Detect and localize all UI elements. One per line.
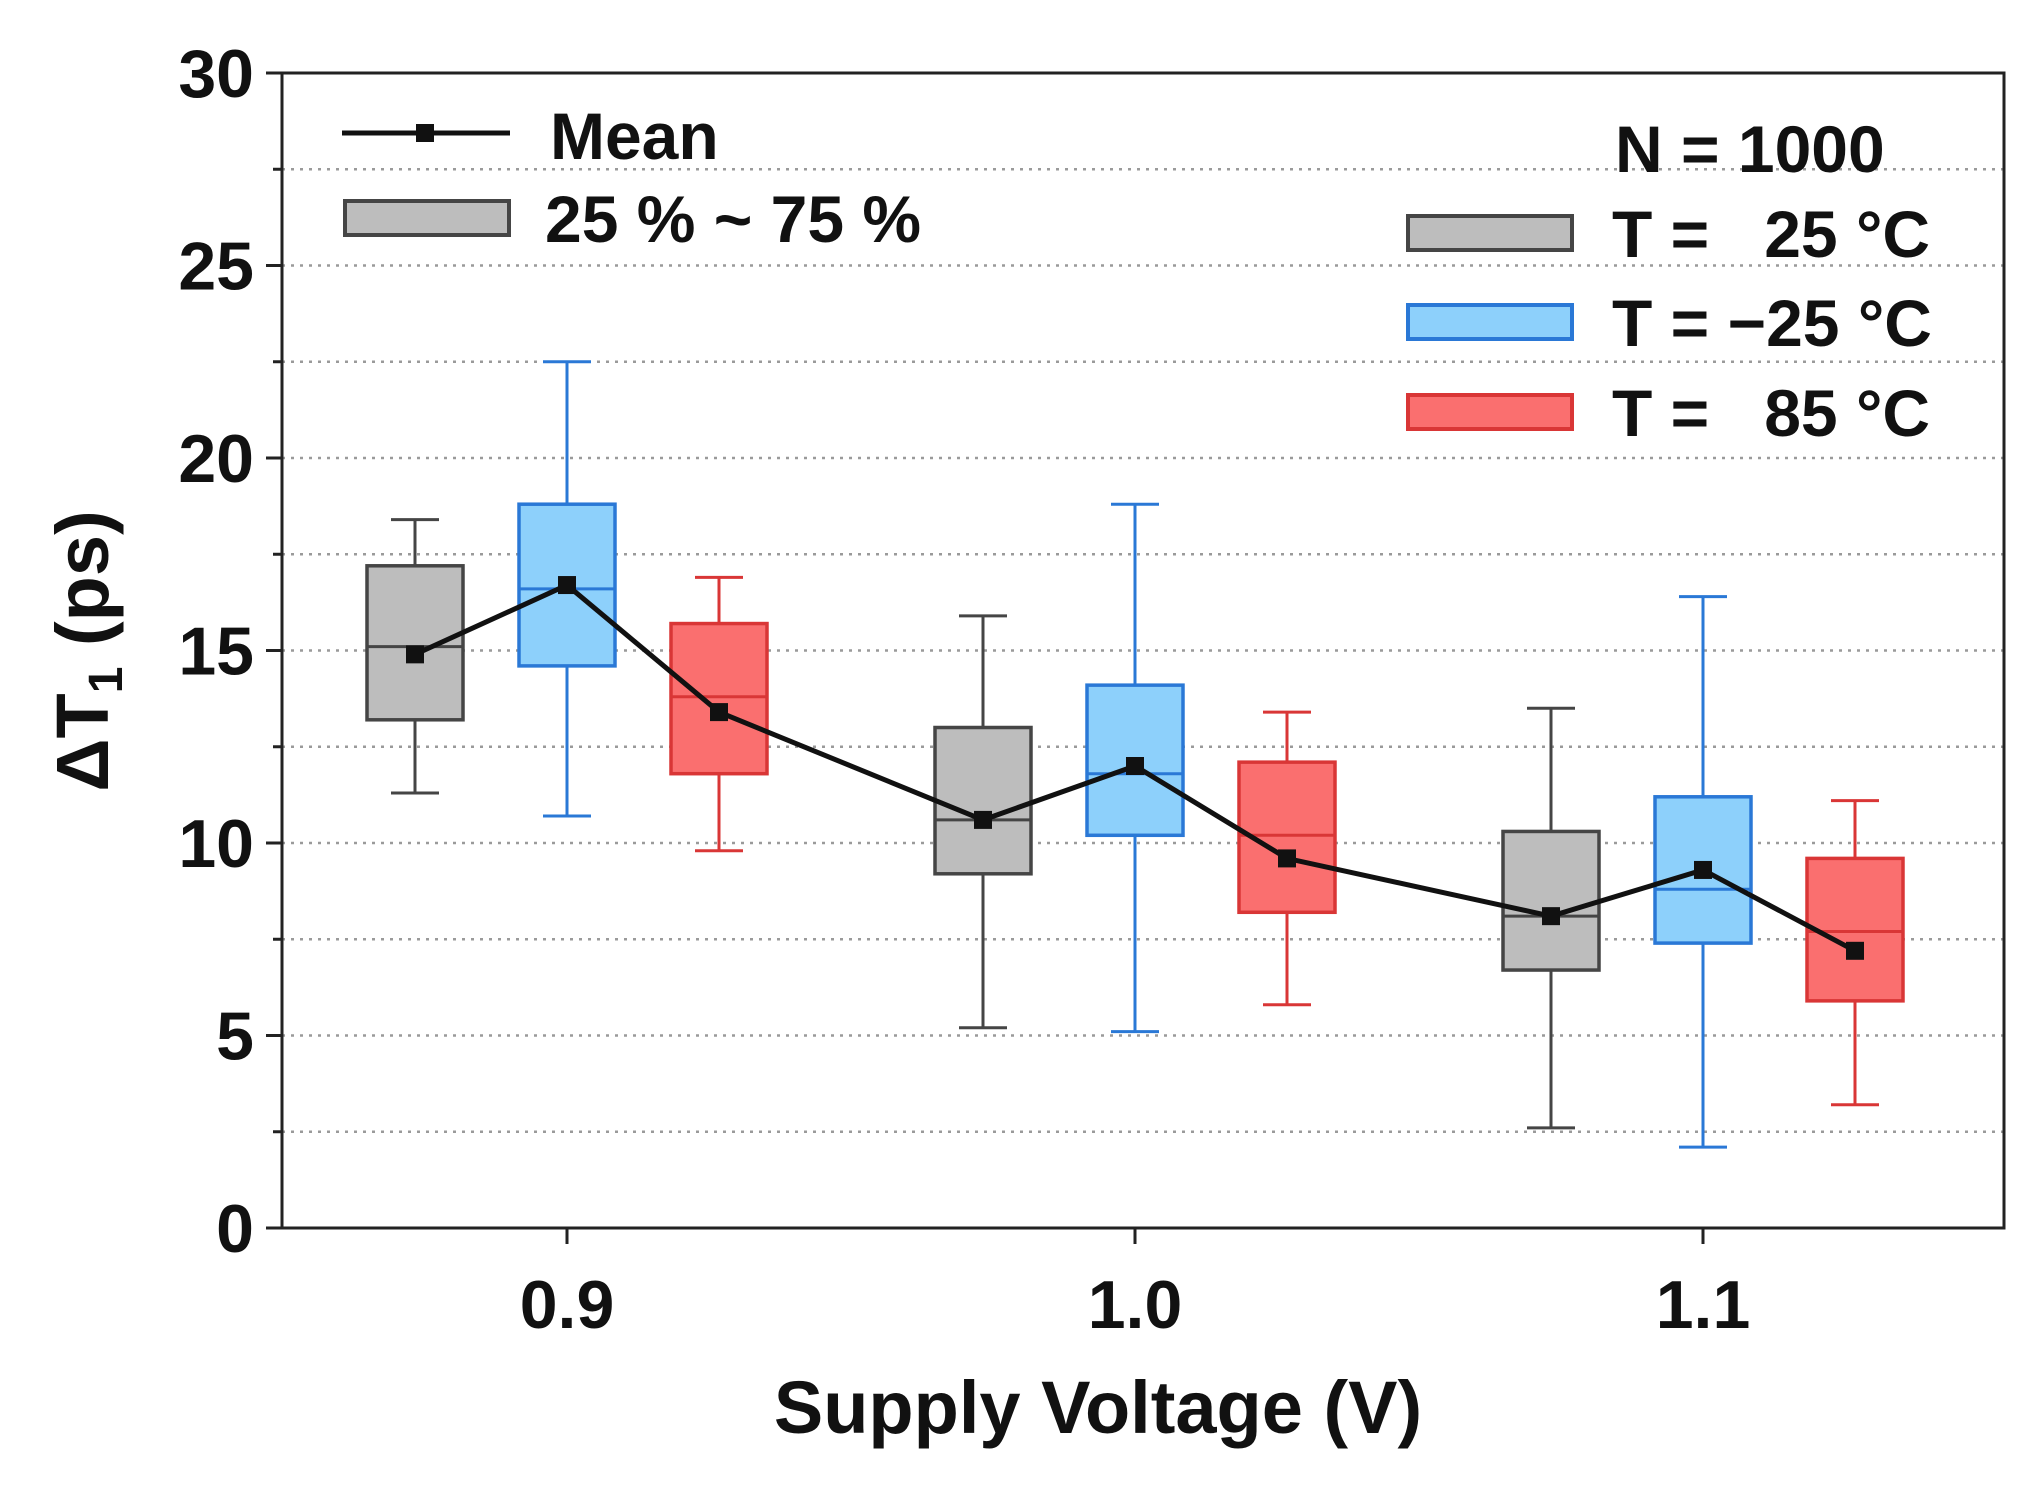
y-tick-label: 20 <box>178 421 254 497</box>
legend-series-swatch <box>1406 303 1574 341</box>
legend-series-label: T = 25 °C <box>1612 197 1930 271</box>
y-axis-title-unit: (ps) <box>41 510 124 666</box>
legend-series-swatch <box>1406 393 1574 431</box>
iqr-box <box>1501 829 1601 972</box>
x-tick-label: 1.0 <box>1088 1267 1183 1343</box>
sample-count-label: N = 1000 <box>1615 112 1885 186</box>
legend-series-label: T = −25 °C <box>1612 286 1932 360</box>
iqr-box <box>365 564 465 722</box>
mean-marker <box>710 703 728 722</box>
mean-marker <box>974 810 992 829</box>
y-tick-label: 5 <box>216 999 254 1075</box>
y-tick-label: 25 <box>178 229 254 305</box>
mean-marker <box>1846 941 1864 960</box>
legend-left: Mean 25 % ~ 75 % <box>342 99 921 256</box>
legend-mean-marker <box>416 124 434 142</box>
legend-box-label: 25 % ~ 75 % <box>545 182 921 256</box>
y-tick-label: 15 <box>178 614 254 690</box>
mean-marker <box>1542 907 1560 926</box>
mean-line-series <box>406 576 1864 960</box>
iqr-box <box>933 725 1033 876</box>
mean-marker <box>558 576 576 595</box>
legend-series-label: T = 85 °C <box>1612 376 1930 450</box>
y-tick-label: 10 <box>178 806 254 882</box>
box-plot-series <box>365 360 1905 1149</box>
mean-marker <box>1126 757 1144 775</box>
iqr-box <box>1805 856 1905 1003</box>
y-axis-title-subscript: 1 <box>80 667 133 694</box>
legend-series-swatch <box>1406 214 1574 252</box>
iqr-box <box>517 502 617 668</box>
mean-marker <box>406 645 424 664</box>
y-tick-label: 30 <box>178 36 254 112</box>
legend-mean-label: Mean <box>550 99 719 173</box>
x-tick-label: 0.9 <box>520 1267 615 1343</box>
axes: 0 5 10 15 20 25 30 0.9 1.0 1.1 <box>178 36 1750 1343</box>
mean-marker <box>1694 860 1712 879</box>
legend-right: N = 1000 T = 25 °C T = −25 °C T = 85 °C <box>1406 112 1932 450</box>
x-tick-label: 1.1 <box>1656 1267 1751 1343</box>
mean-marker <box>1278 849 1296 868</box>
y-axis-title-main: ΔT <box>41 693 124 791</box>
iqr-box <box>669 621 769 776</box>
x-axis-title: Supply Voltage (V) <box>774 1366 1422 1449</box>
y-axis-title: ΔT1 (ps) <box>41 510 133 791</box>
y-tick-label: 0 <box>216 1191 254 1267</box>
legend-box-swatch <box>343 199 511 237</box>
